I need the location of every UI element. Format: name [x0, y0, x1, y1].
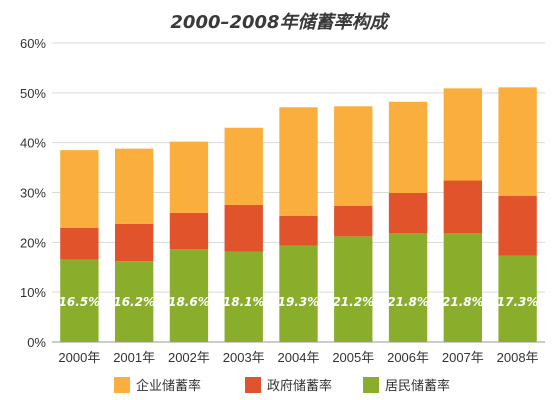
bar-segment-2 — [169, 141, 209, 213]
x-tick-label: 2003年 — [223, 350, 265, 365]
bar-segment-1 — [498, 195, 537, 256]
x-tick-label: 2007年 — [442, 350, 484, 365]
data-label: 16.5% — [59, 295, 101, 309]
y-tick-label: 20% — [20, 235, 46, 250]
data-label: 18.6% — [168, 295, 210, 309]
bar-segment-0 — [60, 259, 99, 342]
data-label: 21.2% — [332, 295, 374, 309]
bar-segment-2 — [443, 88, 483, 181]
legend-label: 企业储蓄率 — [136, 378, 201, 394]
bar-segment-1 — [60, 227, 99, 260]
data-labels: 16.5% 16.2% 18.6% 18.1% 19.3% 21.2% 21.8% 21.8%… — [59, 295, 539, 309]
x-tick-label: 2000年 — [58, 350, 100, 365]
bar-segment-0 — [443, 233, 483, 342]
data-label: 18.1% — [223, 295, 265, 309]
bar-segment-0 — [334, 236, 373, 342]
bar-segment-2 — [498, 87, 537, 196]
bar-segment-2 — [114, 148, 154, 224]
y-tick-label: 0% — [27, 335, 46, 350]
bar-segment-0 — [114, 261, 154, 342]
bar-segment-0 — [224, 251, 263, 342]
bar-segment-1 — [169, 212, 209, 250]
legend: 企业储蓄率 政府储蓄率 居民储蓄率 — [114, 377, 450, 394]
bar-segment-1 — [443, 180, 483, 234]
bar-segment-1 — [388, 192, 428, 234]
y-axis-ticks: 0% 10% 20% 30% 40% 50% 60% — [20, 36, 46, 350]
x-tick-label: 2001年 — [113, 350, 155, 365]
bar-segment-1 — [114, 223, 154, 262]
x-tick-label: 2008年 — [497, 350, 539, 365]
y-tick-label: 50% — [20, 86, 46, 101]
bar-segment-1 — [279, 215, 318, 246]
bar-segment-1 — [334, 205, 373, 237]
bar-segment-0 — [388, 233, 428, 342]
bar-segment-2 — [334, 106, 373, 206]
x-tick-label: 2004年 — [278, 350, 320, 365]
legend-swatch — [245, 377, 261, 393]
bar-segment-0 — [169, 249, 209, 342]
chart-title: 2000–2008年储蓄率构成 — [170, 12, 390, 33]
y-tick-label: 30% — [20, 186, 46, 201]
bar-segment-2 — [224, 127, 263, 205]
bar-segment-1 — [224, 204, 263, 252]
legend-swatch — [363, 377, 379, 393]
data-label: 21.8% — [442, 295, 484, 309]
bar-segment-0 — [279, 245, 318, 342]
x-tick-label: 2002年 — [168, 350, 210, 365]
x-tick-label: 2005年 — [332, 350, 374, 365]
bar-segment-0 — [498, 255, 537, 342]
legend-label: 居民储蓄率 — [385, 378, 450, 394]
y-tick-label: 60% — [20, 36, 46, 51]
x-axis-ticks: 2000年 2001年 2002年 2003年 2004年 2005年 2006年 2007年… — [58, 350, 538, 365]
data-label: 17.3% — [497, 295, 539, 309]
data-label: 19.3% — [278, 295, 320, 309]
bar-segment-2 — [60, 150, 99, 228]
data-label: 21.8% — [387, 295, 429, 309]
x-tick-label: 2006年 — [387, 350, 429, 365]
bars — [60, 87, 537, 342]
data-label: 16.2% — [113, 295, 155, 309]
legend-swatch — [114, 377, 130, 393]
bar-segment-2 — [279, 107, 318, 216]
legend-label: 政府储蓄率 — [267, 378, 332, 394]
y-tick-label: 40% — [20, 136, 46, 151]
y-tick-label: 10% — [20, 285, 46, 300]
bar-segment-2 — [388, 101, 428, 193]
